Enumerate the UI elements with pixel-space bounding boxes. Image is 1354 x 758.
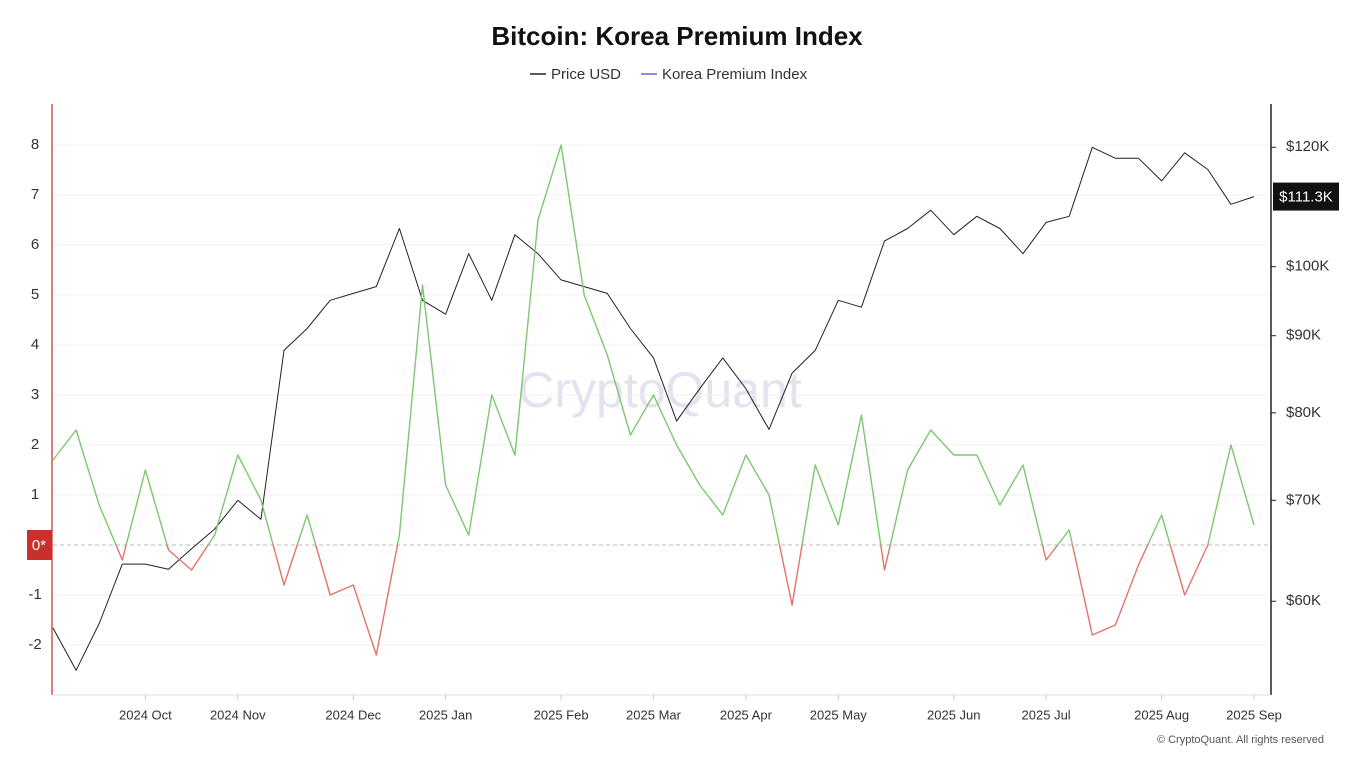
y-tick-label: 3 [31, 386, 39, 403]
x-tick-label: 2024 Oct [119, 707, 172, 722]
chart-title: Bitcoin: Korea Premium Index [491, 21, 863, 51]
x-tick-label: 2025 Feb [534, 707, 589, 722]
x-tick-label: 2025 Aug [1134, 707, 1189, 722]
y2-tick-label: $120K [1286, 138, 1329, 155]
y-tick-label: 6 [31, 236, 39, 253]
footer: © CryptoQuant. All rights reserved [1157, 734, 1324, 746]
x-tick-label: 2025 Jul [1022, 707, 1071, 722]
x-tick-label: 2025 Jan [419, 707, 473, 722]
y-tick-label: 0* [32, 537, 46, 554]
y-tick-label: 2 [31, 436, 39, 453]
y-tick-label: 4 [31, 336, 39, 353]
x-tick-label: 2025 Mar [626, 707, 682, 722]
y-tick-label: -1 [28, 586, 41, 603]
zero-badge [27, 530, 52, 560]
y2-tick-label: $100K [1286, 258, 1329, 275]
y-tick-label: -2 [28, 636, 41, 653]
y2-tick-label: $60K [1286, 592, 1321, 609]
y2-tick-label: $70K [1286, 491, 1321, 508]
current-price-label: $111.3K [1279, 189, 1333, 206]
x-tick-label: 2024 Dec [325, 707, 381, 722]
y-tick-label: 1 [31, 486, 39, 503]
y2-tick-label: $80K [1286, 404, 1321, 421]
x-tick-label: 2025 Apr [720, 707, 773, 722]
x-tick-label: 2025 Jun [927, 707, 981, 722]
current-price-badge [1273, 182, 1339, 211]
x-tick-label: 2025 May [810, 707, 868, 722]
x-tick-label: 2024 Nov [210, 707, 266, 722]
price-line [52, 146, 1255, 671]
x-tick-label: 2025 Sep [1226, 707, 1282, 722]
y-tick-label: 5 [31, 286, 39, 303]
y-tick-label: 8 [31, 136, 39, 153]
y2-tick-label: $90K [1286, 327, 1321, 344]
legend-label: Price USD [551, 66, 621, 83]
premium-line [52, 144, 1255, 656]
legend-label: Korea Premium Index [662, 66, 808, 83]
y-tick-label: 7 [31, 186, 39, 203]
